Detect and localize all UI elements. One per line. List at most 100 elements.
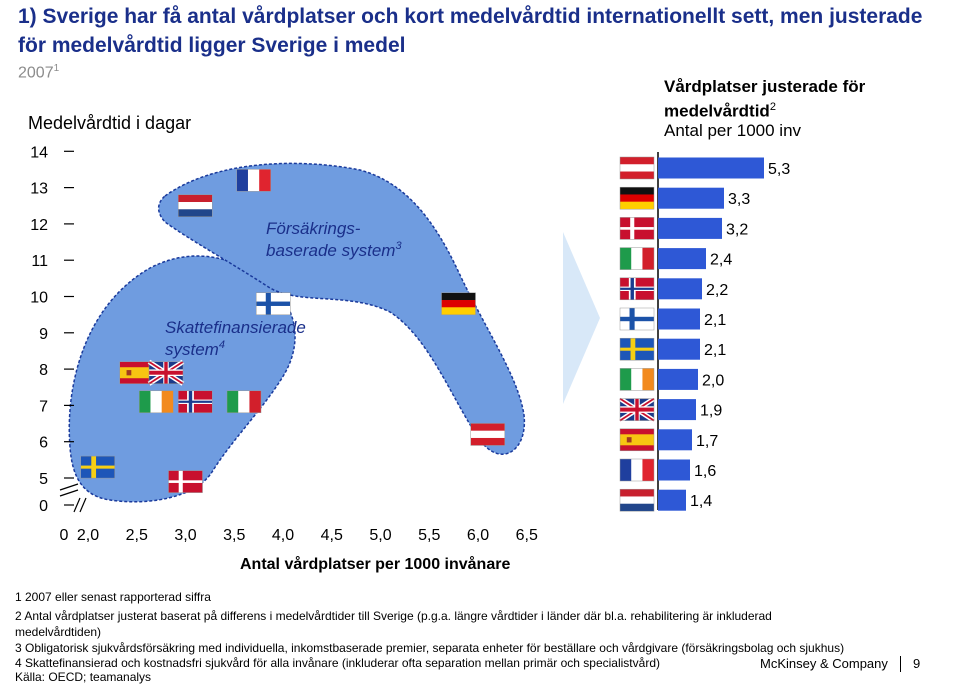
bar-flag-it [619, 247, 655, 270]
y-tick-label: 10 [30, 290, 48, 307]
footnote-4: 4 Skattefinansierad och kostnadsfri sjuk… [15, 656, 660, 670]
bar-flag-es [619, 428, 655, 452]
bar-value-label: 2,1 [704, 342, 726, 359]
bar-value-label: 2,1 [704, 312, 726, 329]
bar-se [658, 338, 700, 360]
scatter-point-flag-nl [178, 194, 213, 217]
bar-dk [658, 217, 722, 239]
y-tick-label: 6 [39, 435, 48, 452]
bar-chart-subtitle: Antal per 1000 inv [664, 121, 802, 140]
bar-value-label: 3,2 [726, 221, 748, 238]
bar-value-label: 1,4 [690, 493, 712, 510]
scatter-point-flag-no [178, 390, 213, 414]
brand-name: McKinsey & Company [760, 656, 888, 671]
bar-value-label: 1,7 [696, 433, 718, 450]
bar-chart-title-note: 2 [769, 101, 776, 113]
y-tick-label: 8 [39, 362, 48, 379]
y-tick-label: 5 [39, 471, 48, 488]
footnote-2: 2 Antal vårdplatser justerat baserat på … [15, 609, 772, 623]
x-tick-label: 4,0 [272, 527, 294, 544]
scatter-point-flag-it [226, 390, 262, 414]
bar-value-label: 1,6 [694, 463, 716, 480]
bar-value-label: 5,3 [768, 161, 790, 178]
footnote-1: 1 2007 eller senast rapporterad siffra [15, 590, 211, 604]
tax-financed-label: Skattefinansierade system4 [165, 318, 306, 359]
year-text: 2007 [18, 64, 54, 82]
page-number: 9 [913, 656, 921, 671]
footnote-3: 3 Obligatorisk sjukvårdsförsäkring med i… [15, 641, 845, 655]
scatter-point-flag-gb [147, 359, 185, 386]
bar-flag-fr [619, 458, 655, 482]
bar-flag-se [619, 337, 655, 361]
x-tick-label: 3,0 [174, 527, 196, 544]
x-tick-label: 2,0 [77, 527, 99, 544]
bar-gb [658, 399, 696, 421]
bar-it [658, 248, 706, 270]
scatter-point-flag-fr [236, 169, 271, 192]
bar-chart-title: Vårdplatser justerade för medelvårdtid2 [664, 76, 960, 122]
scatter-point-flag-de [441, 292, 476, 316]
bar-flag-fi [619, 307, 655, 331]
bar-flag-no [619, 277, 655, 301]
bar-flag-de [619, 186, 655, 210]
insurance-based-label: Försäkrings-baserade system3 [266, 219, 402, 260]
scatter-point-flag-ie [139, 390, 174, 414]
bar-flag-ie [619, 368, 655, 391]
x-tick-label: 0 [60, 527, 69, 544]
x-tick-label: 5,0 [369, 527, 391, 544]
x-axis-title: Antal vårdplatser per 1000 invånare [240, 556, 511, 573]
source-note: Källa: OECD; teamanalys [15, 670, 152, 684]
insurance-based-region [157, 162, 526, 455]
bar-nl [658, 489, 686, 511]
bar-at [658, 157, 764, 179]
y-axis-title: Medelvårdtid i dagar [28, 113, 192, 133]
y-tick-label: 0 [39, 498, 48, 515]
footnote-2-cont: medelvårdtiden) [15, 625, 102, 639]
y-tick-label: 7 [39, 398, 48, 415]
scatter-point-flag-at [470, 423, 505, 446]
scatter-point-flag-fi [256, 292, 291, 316]
bar-es [658, 429, 692, 451]
bar-ie [658, 368, 698, 390]
scatter-point-flag-es [119, 361, 154, 384]
y-tick-label: 9 [39, 326, 48, 343]
bar-flag-at [619, 156, 655, 180]
bar-value-label: 2,0 [702, 372, 724, 389]
bar-value-label: 1,9 [700, 403, 722, 420]
y-tick-label: 14 [30, 144, 48, 161]
transition-arrow [563, 232, 600, 404]
bar-flag-gb [618, 396, 656, 423]
y-axis-break-mark [59, 489, 79, 497]
year-note: 1 [53, 63, 60, 74]
scatter-point-flag-se [80, 455, 115, 479]
bar-chart-title-text: Vårdplatser justerade för medelvårdtid [664, 77, 866, 121]
bar-de [658, 187, 724, 209]
subtitle-year: 20071 [18, 63, 59, 82]
x-tick-label: 3,5 [223, 527, 245, 544]
y-tick-label: 13 [30, 181, 48, 198]
scatter-plot: 0 5 6 7 8 9 10 11 12 13 14 0 2,0 2,5 3,0 3,5 4,0 4,5 5,0 5,… [30, 144, 600, 544]
x-tick-label: 4,5 [321, 527, 343, 544]
bar-value-label: 2,4 [710, 252, 732, 269]
bar-fi [658, 308, 700, 330]
scatter-point-flag-dk [168, 470, 203, 493]
bar-chart: 5,3 3,3 3,2 2,4 2,2 2,1 2,1 2,0 1,9 1,7 1,6 1,4 [618, 152, 790, 512]
x-tick-label: 6,5 [516, 527, 538, 544]
x-axis-break-mark [73, 497, 81, 513]
page-title: 1) Sverige har få antal vårdplatser och … [18, 5, 923, 57]
bar-value-label: 3,3 [728, 191, 750, 208]
bar-fr [658, 459, 690, 481]
y-tick-label: 11 [31, 253, 48, 270]
bar-flag-nl [619, 488, 655, 512]
y-axis-break-mark [59, 483, 79, 491]
x-tick-label: 6,0 [467, 527, 489, 544]
x-axis-break-mark [79, 497, 87, 513]
x-tick-label: 2,5 [126, 527, 148, 544]
y-tick-label: 12 [30, 217, 48, 234]
bar-no [658, 278, 702, 300]
bar-flag-dk [619, 217, 655, 240]
x-tick-label: 5,5 [418, 527, 440, 544]
bar-value-label: 2,2 [706, 282, 728, 299]
divider [900, 656, 901, 672]
